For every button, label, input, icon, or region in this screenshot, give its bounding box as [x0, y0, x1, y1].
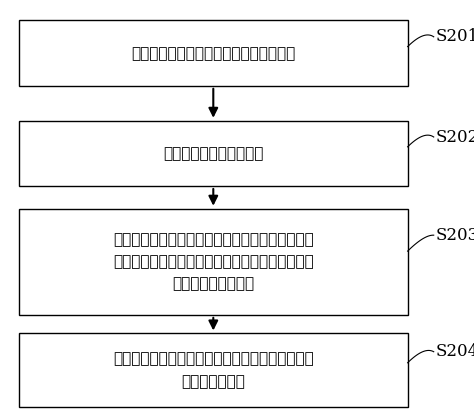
- Text: 根据多个目标匹配度，从多个物体对象中确定目标
视频的主体对象: 根据多个目标匹配度，从多个物体对象中确定目标 视频的主体对象: [113, 352, 314, 389]
- Text: S204: S204: [436, 343, 474, 360]
- Bar: [19, 333, 408, 407]
- Text: S201: S201: [436, 28, 474, 45]
- Bar: [19, 209, 408, 315]
- Text: 确定目标视频的文本内容: 确定目标视频的文本内容: [163, 146, 264, 161]
- Text: 根据多个物体对象的特征信息以及文本内容的特征
信息，确定文本内容与各物体对象之间的匹配度，
得到多个目标匹配度: 根据多个物体对象的特征信息以及文本内容的特征 信息，确定文本内容与各物体对象之间…: [113, 232, 314, 292]
- Text: 确定目标视频中多个物体对象的特征信息: 确定目标视频中多个物体对象的特征信息: [131, 46, 295, 61]
- Text: S202: S202: [436, 128, 474, 146]
- Text: S203: S203: [436, 227, 474, 244]
- Bar: [19, 20, 408, 86]
- Bar: [19, 121, 408, 186]
